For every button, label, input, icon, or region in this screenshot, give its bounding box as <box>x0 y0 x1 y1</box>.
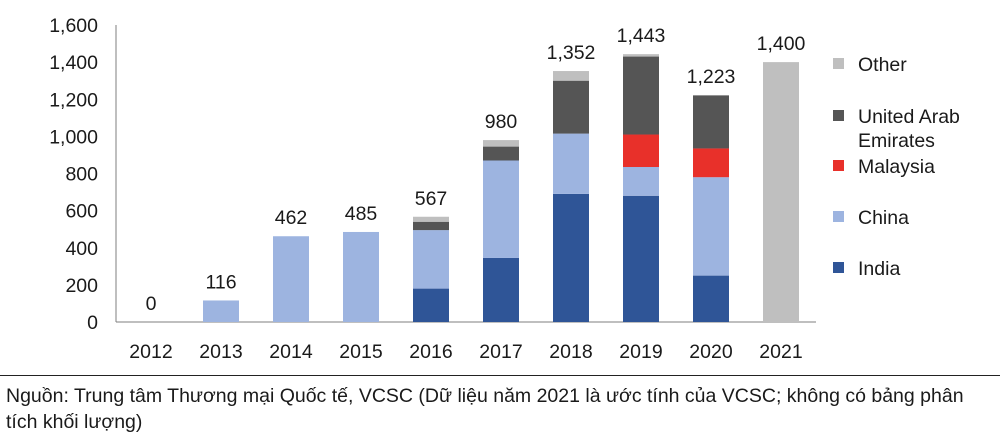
y-tick-label: 1,200 <box>49 89 98 111</box>
bar-segment-india <box>483 257 519 322</box>
bar-segment-other <box>693 94 729 96</box>
bar-segment-china <box>553 133 589 194</box>
legend-swatch-malaysia <box>833 160 844 171</box>
x-tick-label: 2018 <box>549 341 592 363</box>
total-data-label: 485 <box>345 203 378 225</box>
total-data-label: 1,223 <box>687 66 736 88</box>
bar-segment-united-arab-emirates <box>413 221 449 231</box>
x-tick-label: 2014 <box>269 341 313 363</box>
bar-segment-india <box>553 193 589 322</box>
legend-swatch-other <box>833 58 844 69</box>
bar-segment-united-arab-emirates <box>553 80 589 134</box>
bar-segment-other <box>623 54 659 57</box>
bar-segment-india <box>413 288 449 322</box>
legend-label: Malaysia <box>858 156 935 178</box>
y-tick-label: 400 <box>65 238 98 260</box>
bar-segment-malaysia <box>623 134 659 168</box>
source-note: Nguồn: Trung tâm Thương mại Quốc tế, VCS… <box>6 385 964 433</box>
bar-segment-china <box>343 231 379 322</box>
x-tick-label: 2013 <box>199 341 242 363</box>
bar-segment-united-arab-emirates <box>693 95 729 149</box>
x-tick-label: 2017 <box>479 341 522 363</box>
bar-segment-united-arab-emirates <box>483 146 519 161</box>
legend-label: China <box>858 207 909 229</box>
bar-segment-united-arab-emirates <box>623 56 659 135</box>
total-data-label: 0 <box>146 293 157 315</box>
total-data-label: 462 <box>275 207 308 229</box>
stacked-bar-chart: 0 200 400 600 800 1,000 1,200 1,400 1,600 0 2012 11… <box>49 15 960 363</box>
bar-segment-other <box>413 216 449 222</box>
bar-segment-malaysia <box>693 148 729 178</box>
total-data-label: 980 <box>485 111 518 133</box>
legend-swatch-china <box>833 211 844 222</box>
x-tick-label: 2012 <box>129 341 172 363</box>
legend-label: Emirates <box>858 130 935 152</box>
bar-segment-china <box>623 167 659 196</box>
y-tick-label: 1,400 <box>49 52 98 74</box>
total-data-label: 116 <box>205 271 236 293</box>
total-data-label: 1,352 <box>547 42 596 64</box>
total-data-label: 1,400 <box>757 33 806 55</box>
bar-segment-china <box>413 230 449 289</box>
y-tick-label: 800 <box>65 164 98 186</box>
source-divider <box>0 375 1000 376</box>
y-tick-label: 200 <box>65 275 98 297</box>
x-tick-label: 2020 <box>689 341 733 363</box>
bar-segment-other <box>553 71 589 81</box>
bar-segment-india <box>693 275 729 322</box>
total-data-label: 1,443 <box>617 25 666 47</box>
x-tick-label: 2021 <box>759 341 802 363</box>
y-tick-label: 600 <box>65 201 98 223</box>
y-tick-label: 1,600 <box>49 15 98 37</box>
x-tick-label: 2019 <box>619 341 662 363</box>
total-data-label: 567 <box>415 188 448 210</box>
legend-label: United Arab <box>858 106 960 128</box>
legend-label: India <box>858 258 900 280</box>
legend-label: Other <box>858 54 907 76</box>
legend-swatch-india <box>833 262 844 273</box>
bar-segment-china <box>483 160 519 258</box>
bar-segment-china <box>203 300 239 322</box>
bar-segment-other <box>763 62 799 322</box>
bar-segment-china <box>693 177 729 276</box>
y-tick-label: 1,000 <box>49 126 98 148</box>
x-tick-label: 2016 <box>409 341 452 363</box>
x-tick-label: 2015 <box>339 341 383 363</box>
bar-segment-china <box>273 236 309 322</box>
y-tick-label: 0 <box>87 312 98 334</box>
legend-swatch-united-arab-emirates <box>833 110 844 121</box>
bar-segment-india <box>623 195 659 322</box>
bar-segment-other <box>483 140 519 147</box>
